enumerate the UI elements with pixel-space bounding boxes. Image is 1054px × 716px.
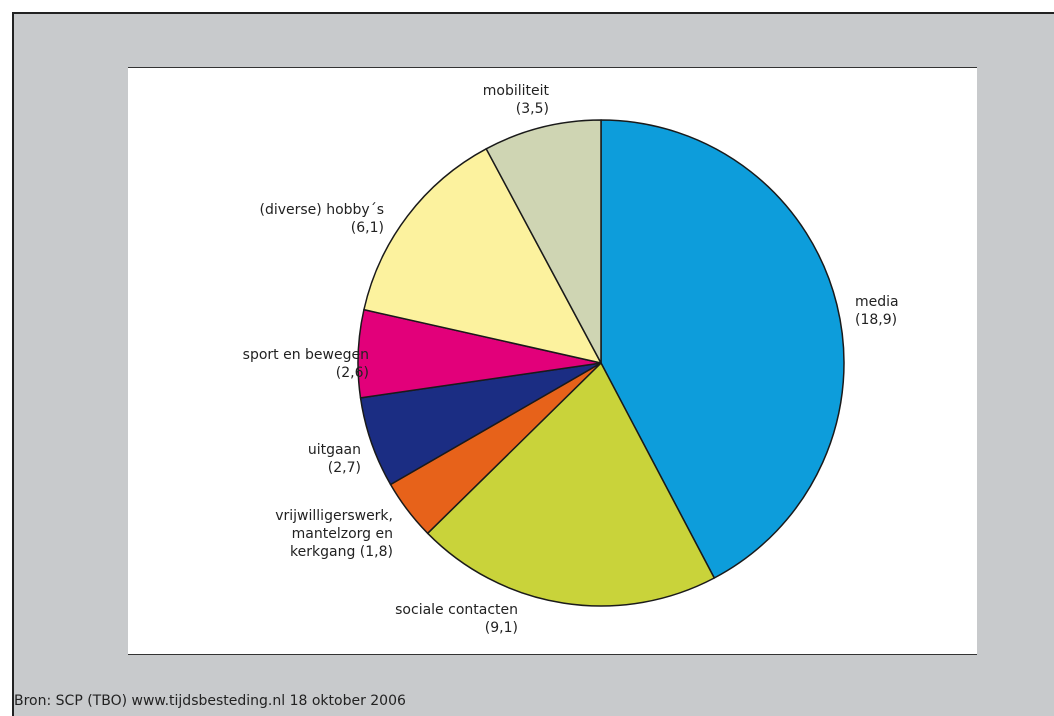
pie-slice <box>363 148 602 364</box>
pie-labels: media (18,9) sociale contacten (9,1) vrijwil… <box>243 83 899 636</box>
slice-label: sociale contacten (9,1) <box>395 602 518 636</box>
slice-label: (diverse) hobby´s (6,1) <box>259 202 384 236</box>
slice-label-line: mantelzorg en <box>292 526 393 542</box>
slice-label-line: sport en bewegen <box>243 347 369 363</box>
pie-slices <box>357 119 845 607</box>
slice-label: media (18,9) <box>855 294 899 328</box>
slice-label-line: media <box>855 294 899 310</box>
slice-label-line: (2,6) <box>336 365 369 381</box>
source-note: Bron: SCP (TBO) www.tijdsbesteding.nl 18… <box>14 693 406 709</box>
slice-label-line: (9,1) <box>485 620 518 636</box>
slice-label-line: (3,5) <box>516 101 549 117</box>
slice-label: mobiliteit (3,5) <box>483 83 550 117</box>
slice-label-line: vrijwilligerswerk, <box>275 508 393 524</box>
slice-label-line: (2,7) <box>328 460 361 476</box>
slice-label-line: (18,9) <box>855 312 897 328</box>
slice-label-line: mobiliteit <box>483 83 550 99</box>
slice-label-line: uitgaan <box>308 442 361 458</box>
slice-label: sport en bewegen (2,6) <box>243 347 369 381</box>
slice-label-line: kerkgang (1,8) <box>290 544 393 560</box>
slice-label: uitgaan (2,7) <box>308 442 361 476</box>
slice-label: vrijwilligerswerk, mantelzorg en kerkgang … <box>275 508 393 560</box>
slice-label-line: sociale contacten <box>395 602 518 618</box>
pie-slice <box>426 362 716 607</box>
pie-slice <box>600 119 845 579</box>
slice-label-line: (diverse) hobby´s <box>259 202 384 218</box>
slice-label-line: (6,1) <box>351 220 384 236</box>
pie-slice <box>485 119 602 364</box>
